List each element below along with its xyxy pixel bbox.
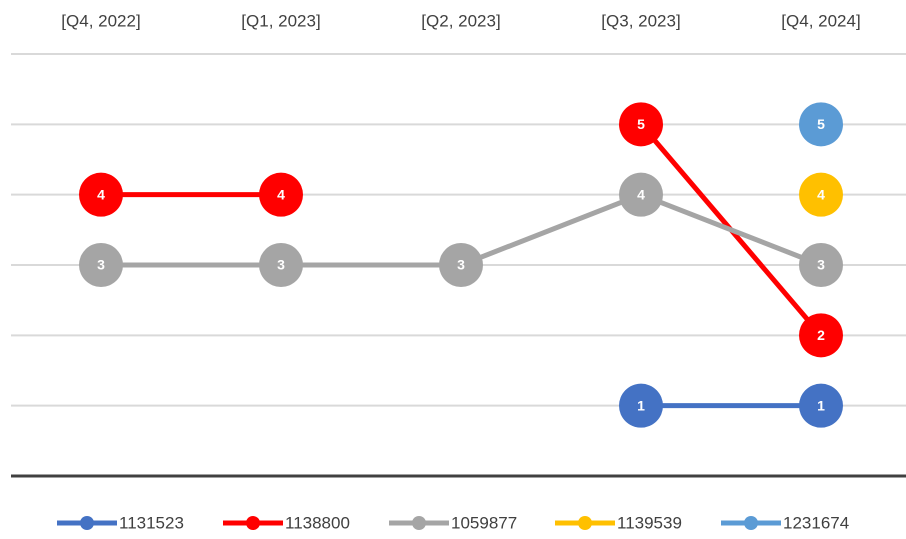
legend-label: 1059877 — [451, 513, 517, 532]
data-label: 2 — [817, 327, 825, 343]
data-label: 4 — [637, 186, 645, 202]
legend-label: 1138800 — [285, 513, 350, 532]
marker — [79, 172, 123, 217]
legend-label: 1131523 — [119, 513, 184, 532]
data-label: 3 — [457, 257, 465, 273]
data-label: 4 — [817, 186, 825, 202]
marker — [799, 383, 843, 428]
x-tick-label: [Q3, 2023] — [601, 11, 680, 30]
legend-marker — [744, 516, 758, 530]
data-label: 3 — [817, 257, 825, 273]
data-label: 5 — [637, 116, 645, 132]
x-tick-label: [Q1, 2023] — [241, 11, 320, 30]
legend-marker — [412, 516, 426, 530]
marker — [259, 243, 303, 287]
legend-marker — [80, 516, 94, 530]
marker — [799, 102, 843, 147]
data-label: 4 — [277, 186, 285, 202]
marker — [619, 102, 663, 147]
marker — [619, 172, 663, 217]
x-tick-label: [Q4, 2024] — [781, 11, 860, 30]
marker — [799, 313, 843, 358]
x-tick-label: [Q2, 2023] — [421, 11, 500, 30]
marker — [79, 243, 123, 287]
data-label: 3 — [277, 257, 285, 273]
data-label: 1 — [637, 397, 645, 413]
x-tick-label: [Q4, 2022] — [61, 11, 140, 30]
marker — [799, 243, 843, 287]
data-label: 4 — [97, 186, 105, 202]
legend-label: 1231674 — [783, 513, 849, 532]
marker — [799, 172, 843, 217]
marker — [439, 243, 483, 287]
legend-marker — [578, 516, 592, 530]
legend-marker — [246, 516, 260, 530]
data-label: 3 — [97, 257, 105, 273]
marker — [259, 172, 303, 217]
data-label: 1 — [817, 397, 825, 413]
legend-label: 1139539 — [617, 513, 682, 532]
marker — [619, 383, 663, 428]
data-label: 5 — [817, 116, 825, 132]
